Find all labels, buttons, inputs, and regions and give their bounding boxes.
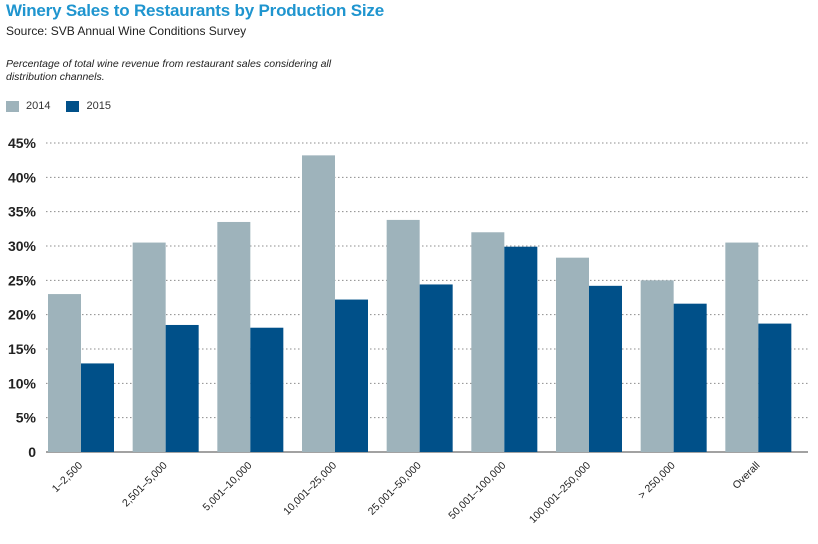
x-tick-label: 10,001–25,000 — [281, 460, 339, 518]
bar-2015 — [504, 246, 538, 452]
x-tick-label: 50,001–100,000 — [446, 460, 508, 522]
bar-2014 — [302, 155, 335, 453]
bars — [48, 155, 792, 453]
legend-item-2015: 2015 — [66, 100, 111, 112]
bar-2014 — [132, 242, 166, 452]
bar-2015 — [419, 284, 453, 452]
legend-label-2015: 2015 — [86, 100, 111, 112]
x-tick-label: 2,501–5,000 — [120, 460, 170, 510]
bar-2015 — [758, 323, 792, 452]
y-tick-label: 30% — [8, 238, 37, 254]
y-tick-label: 10% — [8, 375, 37, 391]
bar-2015 — [250, 327, 284, 452]
bar-2015 — [165, 324, 199, 452]
chart-source: Source: SVB Annual Wine Conditions Surve… — [6, 24, 247, 38]
y-tick-label: 40% — [8, 169, 37, 185]
bar-2015 — [335, 299, 368, 452]
x-tick-label: 25,001–50,000 — [366, 460, 424, 518]
bar-2014 — [48, 294, 81, 452]
bar-2014 — [386, 219, 420, 452]
y-tick-label: 35% — [8, 204, 37, 220]
bar-2015 — [589, 285, 622, 452]
legend-swatch-2014 — [6, 100, 19, 112]
bar-2014 — [556, 257, 589, 452]
legend: 2014 2015 — [6, 100, 127, 112]
y-tick-label: 25% — [8, 272, 37, 288]
bar-2015 — [673, 303, 707, 452]
y-tick-label: 5% — [16, 410, 37, 426]
chart-title: Winery Sales to Restaurants by Productio… — [6, 1, 384, 20]
x-tick-label: 100,001–250,000 — [527, 460, 593, 526]
legend-swatch-2015 — [66, 100, 80, 112]
y-tick-label: 15% — [8, 341, 37, 357]
x-tick-label: Overall — [730, 460, 762, 492]
x-tick-label: > 250,000 — [636, 460, 678, 502]
legend-item-2014: 2014 — [6, 100, 50, 112]
y-tick-label: 45% — [8, 135, 37, 151]
y-tick-label: 0 — [28, 444, 36, 460]
bar-2014 — [217, 221, 251, 452]
y-tick-label: 20% — [8, 307, 37, 323]
x-tick-label: 1–2,500 — [50, 460, 85, 495]
bar-2014 — [640, 280, 674, 452]
legend-label-2014: 2014 — [26, 100, 51, 112]
chart-subtitle: Percentage of total wine revenue from re… — [6, 58, 332, 83]
bar-2014 — [471, 232, 505, 452]
y-axis-ticks: 0 5% 10% 15% 20% 25% 30% 35% 40% 45% — [8, 135, 37, 460]
x-tick-label: 5,001–10,000 — [201, 460, 255, 514]
bar-2014 — [725, 242, 759, 452]
bar-2015 — [81, 363, 114, 452]
x-axis-labels: 1–2,500 2,501–5,000 5,001–10,000 10,001–25,… — [50, 460, 763, 526]
